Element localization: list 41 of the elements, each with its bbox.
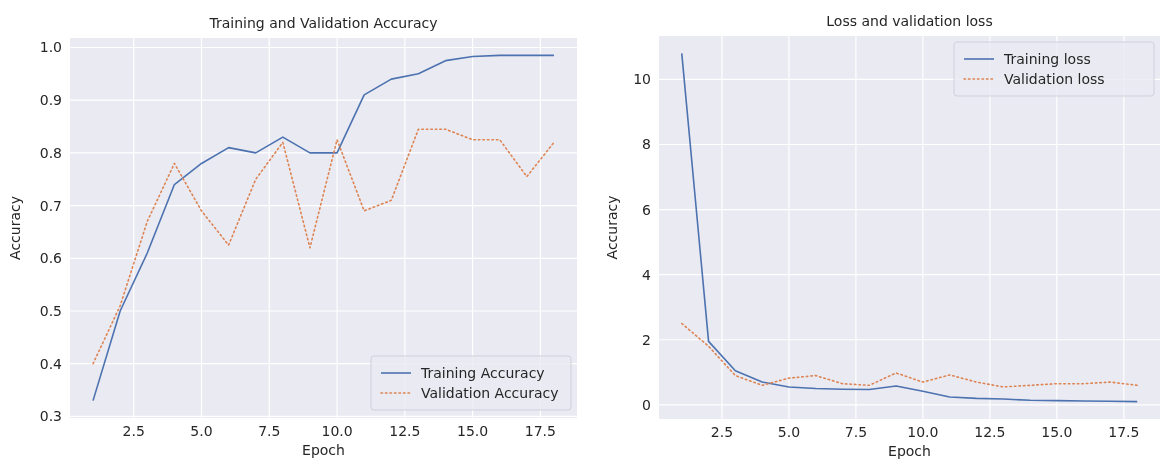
y-tick-label: 2 xyxy=(642,331,651,348)
x-axis-title: Epoch xyxy=(302,442,345,458)
y-tick-label: 4 xyxy=(642,266,652,283)
y-tick-label: 8 xyxy=(642,136,651,153)
y-tick-label: 6 xyxy=(642,201,652,218)
x-tick-label: 2.5 xyxy=(710,424,734,440)
y-tick-label: 0.5 xyxy=(39,302,62,319)
x-axis-title: Epoch xyxy=(888,443,931,459)
chart-title: Loss and validation loss xyxy=(826,13,993,29)
x-tick-label: 12.5 xyxy=(389,423,421,439)
y-tick-label: 0.3 xyxy=(39,408,62,425)
y-tick-label: 0.6 xyxy=(39,250,63,267)
legend-label: Validation Accuracy xyxy=(421,384,559,401)
x-tick-label: 5.0 xyxy=(777,424,801,440)
y-tick-label: 0 xyxy=(642,396,651,413)
line-series xyxy=(92,128,555,365)
x-tick-label: 15.0 xyxy=(457,423,489,439)
legend-label: Training Accuracy xyxy=(420,364,545,381)
y-tick-label: 1.0 xyxy=(39,39,62,56)
x-tick-label: 17.5 xyxy=(524,423,556,439)
y-tick-label: 0.8 xyxy=(39,144,62,161)
y-axis-title: Accuracy xyxy=(7,196,23,260)
legend-label: Training loss xyxy=(1003,50,1091,67)
y-tick-label: 0.7 xyxy=(39,197,62,214)
y-tick-label: 0.9 xyxy=(39,92,62,109)
legend-label: Validation loss xyxy=(1004,70,1105,87)
x-tick-label: 10.0 xyxy=(907,424,939,440)
x-tick-label: 7.5 xyxy=(844,424,868,440)
x-tick-label: 10.0 xyxy=(321,423,353,439)
y-tick-label: 0.4 xyxy=(39,355,63,372)
x-tick-label: 2.5 xyxy=(122,423,145,439)
x-tick-label: 7.5 xyxy=(258,423,281,439)
x-tick-label: 5.0 xyxy=(190,423,213,439)
line-series xyxy=(680,322,1139,388)
line-series xyxy=(680,52,1139,403)
x-tick-label: 15.0 xyxy=(1041,424,1073,440)
y-tick-label: 10 xyxy=(633,71,651,88)
y-axis-title: Accuracy xyxy=(604,195,620,260)
x-tick-label: 12.5 xyxy=(974,424,1006,440)
chart-title: Training and Validation Accuracy xyxy=(208,15,438,31)
x-tick-label: 17.5 xyxy=(1108,424,1140,440)
